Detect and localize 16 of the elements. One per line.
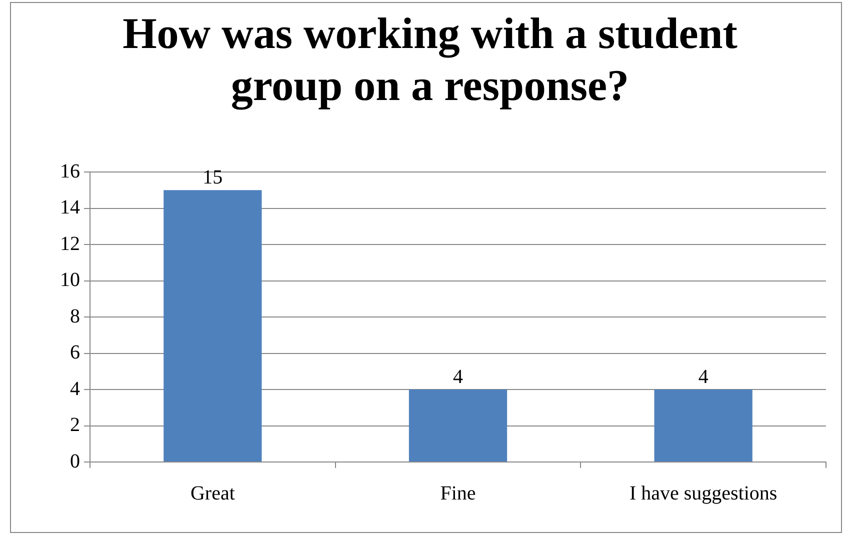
data-label: 4 xyxy=(453,366,463,388)
x-tick-label: I have suggestions xyxy=(629,482,778,504)
data-label: 4 xyxy=(698,366,708,388)
y-tick-label: 12 xyxy=(60,232,80,255)
y-tick-label: 16 xyxy=(60,160,80,182)
y-tick-label: 6 xyxy=(70,342,80,364)
x-tick-label: Fine xyxy=(440,482,476,504)
chart-title: How was working with a student group on a response? xyxy=(122,8,738,112)
y-tick-label: 0 xyxy=(70,450,80,472)
y-tick-label: 8 xyxy=(70,305,80,328)
x-tick-label: Great xyxy=(190,482,236,504)
y-tick-label: 4 xyxy=(70,378,80,400)
y-tick-label: 10 xyxy=(60,269,80,291)
data-label: 15 xyxy=(202,166,223,188)
y-tick-label: 2 xyxy=(70,414,80,436)
y-tick-label: 14 xyxy=(60,196,80,218)
